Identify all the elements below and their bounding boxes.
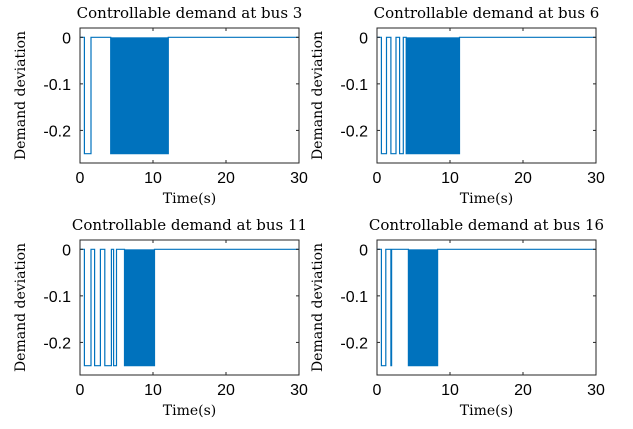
y-tick-label: -0.1 bbox=[340, 289, 368, 306]
x-tick-label: 30 bbox=[587, 382, 605, 399]
chart-title: Controllable demand at bus 11 bbox=[72, 216, 307, 234]
axes-frame bbox=[79, 27, 300, 164]
y-tick-label: -0.1 bbox=[43, 289, 71, 306]
y-axis-label: Demand deviation bbox=[13, 243, 29, 372]
x-tick-label: 0 bbox=[373, 170, 382, 187]
subplot-2: Controllable demand at bus 6 0 10 20 30 0 -0.1… bbox=[310, 4, 605, 207]
y-tick-label: -0.2 bbox=[43, 123, 71, 140]
x-tick-label: 30 bbox=[290, 382, 308, 399]
y-tick-label: -0.2 bbox=[43, 335, 71, 352]
y-tick-label: -0.1 bbox=[340, 77, 368, 94]
chart-title: Controllable demand at bus 3 bbox=[77, 4, 303, 22]
x-tick-label: 20 bbox=[514, 382, 532, 399]
x-tick-label: 20 bbox=[514, 170, 532, 187]
axes-frame bbox=[376, 239, 597, 376]
y-axis-label: Demand deviation bbox=[13, 31, 29, 160]
y-tick-label: 0 bbox=[359, 30, 368, 47]
subplot-4: Controllable demand at bus 160 10 20 300-0.… bbox=[310, 216, 605, 419]
y-tick-label: 0 bbox=[359, 242, 368, 259]
x-axis-label: Time(s) bbox=[163, 191, 216, 207]
dense-switching-band bbox=[110, 37, 169, 154]
dense-switching-band bbox=[408, 249, 438, 366]
y-tick-label: -0.2 bbox=[340, 123, 368, 140]
x-tick-label: 20 bbox=[217, 170, 235, 187]
axes-frame bbox=[376, 27, 597, 164]
y-tick-label: 0 bbox=[62, 30, 71, 47]
series-line bbox=[80, 248, 299, 367]
x-axis-label: Time(s) bbox=[163, 403, 216, 419]
x-axis-label: Time(s) bbox=[460, 191, 513, 207]
series-line bbox=[377, 36, 596, 155]
series-line bbox=[80, 36, 299, 155]
chart-title: Controllable demand at bus 6 bbox=[374, 4, 600, 22]
axes-frame bbox=[79, 239, 300, 376]
x-tick-label: 10 bbox=[441, 382, 459, 399]
subplot-1: Controllable demand at bus 3 0 10 20 30 0 -0.1… bbox=[13, 4, 308, 207]
dense-switching-band bbox=[124, 249, 155, 366]
x-tick-label: 30 bbox=[290, 170, 308, 187]
chart-title: Controllable demand at bus 16 bbox=[369, 216, 604, 234]
series-line bbox=[377, 248, 596, 367]
y-axis-label: Demand deviation bbox=[310, 243, 326, 372]
x-tick-label: 0 bbox=[373, 382, 382, 399]
y-tick-label: -0.2 bbox=[340, 335, 368, 352]
x-tick-label: 10 bbox=[441, 170, 459, 187]
dense-switching-band bbox=[406, 37, 460, 154]
subplot-3: Controllable demand at bus 110 10 20 300-0.… bbox=[13, 216, 308, 419]
x-tick-label: 10 bbox=[144, 170, 162, 187]
y-tick-label: -0.1 bbox=[43, 77, 71, 94]
y-axis-label: Demand deviation bbox=[310, 31, 326, 160]
x-axis-label: Time(s) bbox=[460, 403, 513, 419]
x-tick-label: 0 bbox=[76, 382, 85, 399]
x-tick-label: 0 bbox=[76, 170, 85, 187]
x-tick-label: 20 bbox=[217, 382, 235, 399]
x-tick-label: 10 bbox=[144, 382, 162, 399]
x-tick-label: 30 bbox=[587, 170, 605, 187]
y-tick-label: 0 bbox=[62, 242, 71, 259]
